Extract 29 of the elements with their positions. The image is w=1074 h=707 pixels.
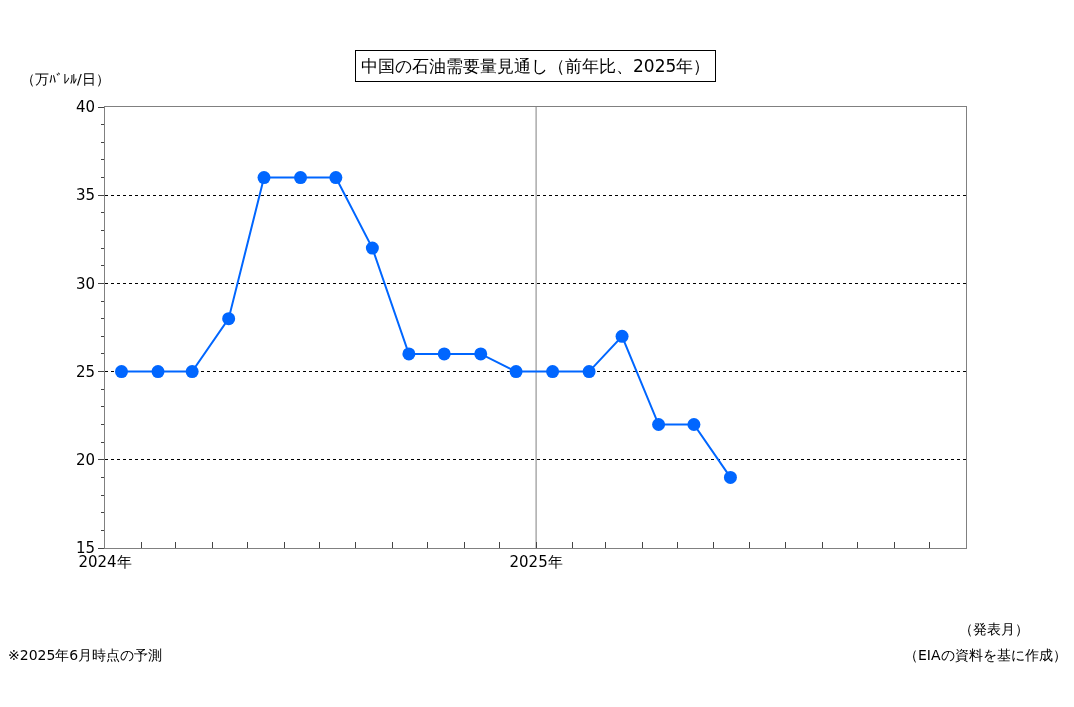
point <box>257 171 271 185</box>
y-tick-label: 40 <box>75 98 95 117</box>
point <box>723 470 737 484</box>
point <box>222 312 236 326</box>
point <box>687 418 701 432</box>
point <box>437 347 451 361</box>
point <box>546 365 560 379</box>
y-axis-title: （万ﾊﾞﾚﾙ/日） <box>21 71 110 87</box>
text: ※2025年6月時点の予測 <box>8 647 163 663</box>
y-tick-label: 20 <box>75 451 95 470</box>
point <box>185 365 199 379</box>
point <box>474 347 488 361</box>
point <box>509 365 523 379</box>
y-tick-label: 25 <box>75 362 95 381</box>
point <box>615 329 629 343</box>
point <box>151 365 165 379</box>
x-axis-title: （発表月） <box>959 621 1029 637</box>
point <box>582 365 596 379</box>
point <box>115 365 128 379</box>
x-tick-label: 2025年 <box>509 553 563 571</box>
y-tick-label: 30 <box>75 274 95 293</box>
point <box>294 171 308 185</box>
point <box>652 418 666 432</box>
text: （EIAの資料を基に作成） <box>904 647 1067 663</box>
y-tick-label: 35 <box>75 186 95 205</box>
point <box>329 171 343 185</box>
chart-title: 中国の石油需要量見通し（前年比、2025年） <box>361 56 711 76</box>
point <box>402 347 416 361</box>
point <box>365 241 379 255</box>
